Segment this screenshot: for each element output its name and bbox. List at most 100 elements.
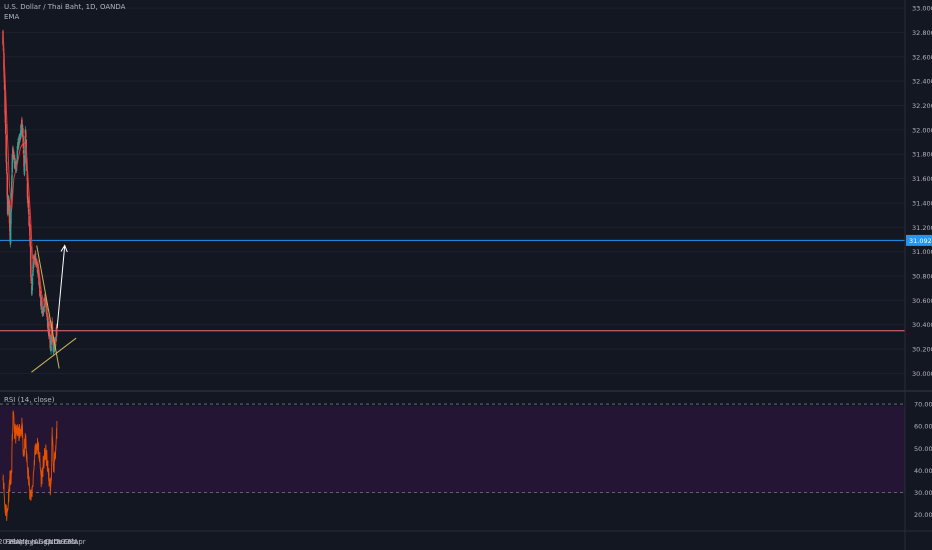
time-axis-label: Sep: [39, 538, 53, 546]
projection-arrowhead: [60, 244, 68, 253]
candle-body: [29, 241, 31, 247]
candle-body: [23, 164, 26, 171]
price-axis-label: 32.200: [912, 102, 932, 110]
candle-body: [10, 212, 12, 224]
candle-body: [16, 160, 18, 165]
candle-body: [9, 225, 12, 244]
price-axis-label: 32.400: [912, 78, 932, 86]
ascending-support-trendline[interactable]: [31, 337, 77, 373]
candle-body: [50, 336, 53, 344]
time-axis-label: 2020: [56, 538, 74, 546]
candle-body: [35, 260, 37, 264]
time-axis-label: Apr: [73, 538, 85, 546]
rsi-axis-label: 30.00: [914, 489, 932, 497]
candle-body: [11, 181, 13, 205]
grid: [0, 7, 905, 374]
price-axis-label: 33.000: [912, 5, 932, 13]
candle-body: [6, 171, 8, 174]
candle-body: [25, 132, 27, 138]
symbol-title[interactable]: U.S. Dollar / Thai Baht, 1D, OANDA: [4, 3, 126, 11]
descending-resistance-trendline[interactable]: [36, 245, 60, 369]
time-axis-label: Mar: [10, 538, 23, 546]
candle-body: [50, 343, 52, 346]
price-axis-label: 31.400: [912, 199, 932, 207]
price-axis-label: 30.600: [912, 297, 932, 305]
candle-body: [8, 199, 10, 202]
rsi-axis-label: 50.00: [914, 445, 932, 453]
candle-body: [32, 269, 34, 277]
price-axis-label: 32.000: [912, 126, 932, 134]
rsi-layer: [0, 403, 905, 521]
ema-line[interactable]: [2, 29, 58, 347]
candle-body: [27, 199, 30, 209]
axes[interactable]: 2019FebMarAprMayJunJulAugSepOctNovDec202…: [0, 5, 932, 546]
candle-body: [45, 302, 48, 312]
candle-body: [9, 220, 11, 232]
price-axis-label: 32.600: [912, 53, 932, 61]
rsi-band: [0, 406, 905, 493]
candle-body: [4, 123, 7, 135]
candle-body: [55, 327, 58, 336]
candle-body: [49, 342, 52, 349]
ema-layer: [2, 29, 58, 347]
time-axis-label: Aug: [34, 538, 48, 546]
candle-body: [29, 246, 32, 267]
candle-body: [38, 284, 40, 286]
candle-body: [16, 150, 19, 160]
candle-body: [12, 150, 15, 159]
candle-body: [11, 174, 13, 177]
candle-body: [20, 129, 22, 138]
projection-trendline[interactable]: [56, 245, 66, 329]
rsi-axis-label: 20.00: [914, 511, 932, 519]
rsi-axis-label: 40.00: [914, 467, 932, 475]
candle-body: [50, 346, 52, 352]
candle-body: [29, 226, 31, 237]
candle-body: [26, 172, 29, 182]
candle-body: [11, 154, 14, 164]
current-price-badge: [906, 234, 932, 246]
candle-body: [46, 312, 49, 321]
candle-body: [4, 110, 6, 116]
candle-body: [7, 198, 10, 212]
rsi-legend-label[interactable]: RSI (14, close): [4, 396, 55, 404]
time-axis-label: Jul: [31, 538, 41, 546]
candle-body: [5, 161, 8, 172]
price-levels: [0, 239, 905, 332]
price-axis-label: 31.000: [912, 248, 932, 256]
candle-body: [24, 143, 26, 164]
time-axis-label: Apr: [15, 538, 27, 546]
price-axis-label: 30.200: [912, 346, 932, 354]
candle-body: [28, 212, 30, 216]
candle-body: [32, 260, 35, 268]
candle-body: [6, 174, 9, 196]
candles: [2, 29, 58, 355]
ema-legend-label[interactable]: EMA: [4, 13, 20, 21]
price-axis-label: 31.600: [912, 175, 932, 183]
candle-body: [30, 275, 32, 282]
rsi-axis-label: 60.00: [914, 423, 932, 431]
candle-body: [30, 281, 33, 284]
candle-body: [3, 83, 6, 90]
candle-body: [3, 75, 6, 83]
candle-body: [26, 182, 29, 198]
price-axis-label: 31.800: [912, 151, 932, 159]
time-axis-label: Feb: [6, 538, 19, 546]
candle-body: [31, 277, 34, 286]
time-axis-label: Feb: [64, 538, 77, 546]
candle-body: [22, 128, 24, 134]
candle-body: [22, 140, 25, 149]
candle-body: [31, 292, 33, 294]
candle-body: [11, 161, 13, 173]
candle-body: [24, 135, 27, 145]
candle-body: [34, 252, 37, 256]
rsi-line[interactable]: [2, 410, 58, 521]
candle-body: [41, 301, 43, 310]
price-axis-label: 30.000: [912, 370, 932, 378]
rsi-axis-label: 70.00: [914, 401, 932, 409]
price-axis-label: 31.200: [912, 224, 932, 232]
candle-body: [6, 194, 9, 200]
current-price-label: 31.092: [909, 237, 932, 245]
time-axis-label: May: [19, 538, 33, 546]
candle-body: [33, 258, 36, 261]
